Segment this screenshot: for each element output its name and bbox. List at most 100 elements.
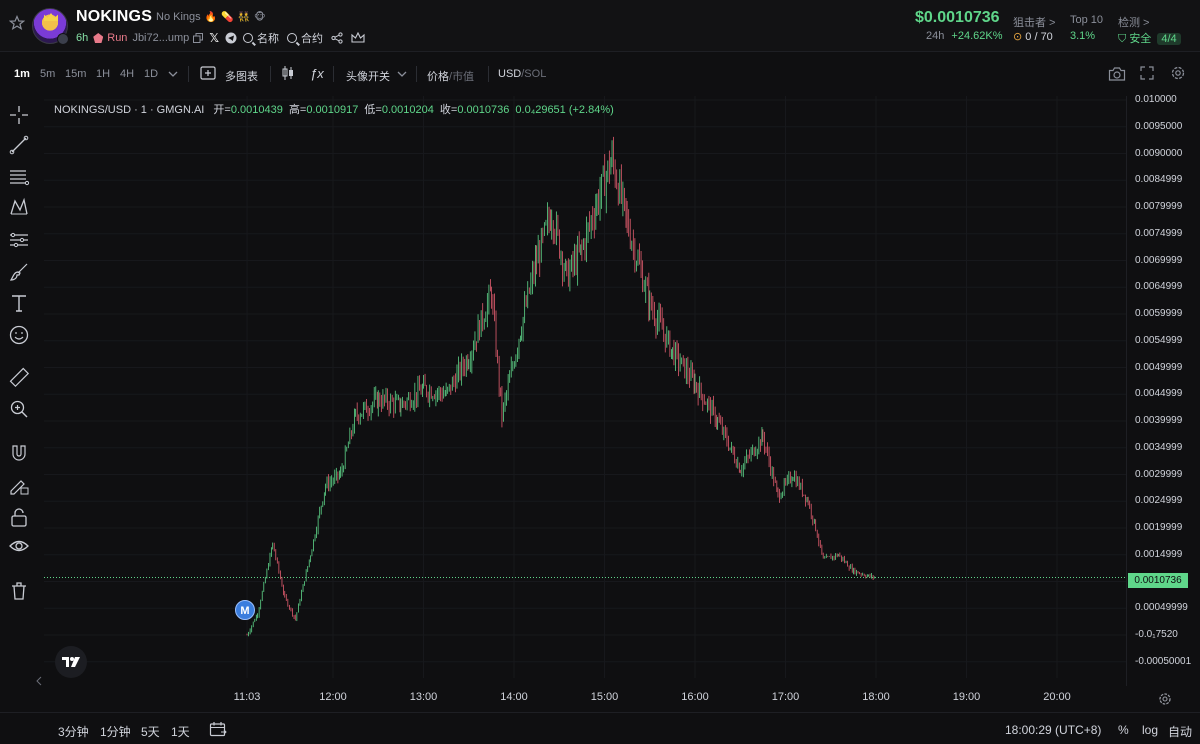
price-tick-label: 0.0039999: [1135, 415, 1183, 426]
price-tick-label: -0.0₁7520: [1135, 629, 1178, 640]
price-option[interactable]: 价格: [427, 71, 449, 83]
price-tick-label: 0.0024999: [1135, 495, 1183, 507]
share-icon[interactable]: [331, 32, 343, 44]
multi-chart-button[interactable]: 多图表: [225, 71, 258, 83]
calendar-icon[interactable]: [209, 721, 227, 737]
mcap-option[interactable]: 市值: [452, 71, 475, 83]
run-icon: [93, 33, 104, 43]
search-name-link[interactable]: 名称: [256, 33, 279, 45]
trash-icon[interactable]: [8, 580, 30, 602]
trendline-icon[interactable]: [8, 134, 30, 156]
price-chart[interactable]: [44, 96, 1126, 678]
fullscreen-icon[interactable]: [1140, 66, 1154, 80]
price-tick-label: 0.0029999: [1135, 468, 1183, 480]
lock-draw-icon[interactable]: [8, 474, 30, 496]
price-tick-label: 0.0090000: [1135, 147, 1183, 159]
avatar-toggle[interactable]: 头像开关: [346, 71, 390, 83]
brush-icon[interactable]: [8, 261, 30, 283]
toolbar-divider: [188, 66, 189, 82]
time-tick-label: 14:00: [500, 691, 528, 703]
emoji-icon[interactable]: [8, 324, 30, 346]
contract-address[interactable]: Jbi72...ump: [132, 32, 190, 44]
search-contract-icon[interactable]: [286, 33, 297, 43]
lock-icon[interactable]: [8, 506, 30, 528]
current-price-label: 0.0010736: [1128, 573, 1188, 588]
price-change-row: 24h +24.62K%: [926, 30, 1003, 42]
timeframe-1m[interactable]: 1m: [14, 68, 30, 80]
timeframe-5m[interactable]: 5m: [40, 68, 56, 80]
chart-toolbar: 1m 5m 15m 1H 4H 1D 多图表 ƒx 头像开关 价格/市值 USD…: [0, 53, 1200, 95]
sniper-stat: ⊙ 0 / 70: [1013, 30, 1053, 43]
token-name: NOKINGS: [76, 8, 153, 25]
crosshair-icon[interactable]: [8, 104, 30, 126]
settings-icon[interactable]: [1170, 65, 1186, 81]
time-tick-label: 15:00: [590, 691, 619, 703]
tradingview-logo[interactable]: [55, 646, 87, 678]
time-tick-label: 11:03: [233, 691, 261, 703]
auto-toggle[interactable]: 自动: [1168, 725, 1193, 739]
chevron-down-icon[interactable]: [168, 70, 178, 78]
candle-style-icon[interactable]: [281, 65, 295, 81]
range-3min[interactable]: 3分钟: [58, 725, 89, 739]
sniper-icon: ⊙: [1013, 31, 1023, 43]
crown-icon: [44, 13, 58, 21]
magnet-icon[interactable]: [8, 442, 30, 464]
favorite-star-icon[interactable]: [9, 15, 25, 31]
range-5d[interactable]: 5天: [141, 725, 160, 739]
change-period: 24h: [926, 30, 945, 42]
fib-icon[interactable]: [8, 166, 30, 188]
zoom-icon[interactable]: [8, 398, 30, 420]
measure-icon[interactable]: [8, 229, 30, 251]
text-icon[interactable]: [8, 292, 30, 314]
token-avatar: [32, 8, 69, 45]
clock-display[interactable]: 18:00:29 (UTC+8): [1005, 723, 1102, 737]
timeframe-4h[interactable]: 4H: [120, 68, 135, 80]
sniper-label[interactable]: 狙击者 >: [1013, 17, 1056, 29]
tradingview-icon: [62, 657, 80, 667]
dancers-icon: 👯: [237, 11, 250, 23]
price-tick-label: -0.00050001: [1135, 655, 1192, 667]
collapse-arrow-icon[interactable]: [36, 676, 42, 686]
currency-toggle[interactable]: USD/SOL: [498, 68, 546, 80]
range-1d[interactable]: 1天: [171, 725, 190, 739]
search-name-icon[interactable]: [242, 33, 253, 43]
symbol-label: NOKINGS/USD · 1 · GMGN.AI: [54, 104, 205, 116]
ohlc-legend: NOKINGS/USD · 1 · GMGN.AI 开=0.0010439 高=…: [54, 101, 614, 117]
axis-settings-icon[interactable]: [1158, 692, 1172, 706]
log-toggle[interactable]: log: [1142, 723, 1159, 737]
sol-option[interactable]: SOL: [524, 68, 547, 80]
price-tick-label: 0.0079999: [1135, 201, 1183, 212]
range-1min[interactable]: 1分钟: [100, 725, 131, 739]
token-price: $0.0010736: [915, 9, 1000, 26]
toolbar-divider: [333, 66, 334, 82]
price-tick-label: 0.0054999: [1135, 334, 1183, 346]
change-value: +24.62K%: [951, 30, 1003, 42]
price-mode-toggle[interactable]: 价格/市值: [427, 68, 474, 84]
indicators-button[interactable]: ƒx: [310, 66, 324, 81]
price-tick-label: 0.0069999: [1135, 254, 1183, 266]
price-tick-label: 0.0049999: [1135, 361, 1183, 373]
timeframe-15m[interactable]: 15m: [65, 68, 87, 80]
search-contract-link[interactable]: 合约: [300, 33, 323, 45]
crown-outline-icon[interactable]: [351, 32, 365, 44]
migration-marker[interactable]: M: [235, 600, 255, 620]
check-label[interactable]: 检测 >: [1118, 17, 1150, 29]
x-twitter-icon[interactable]: 𝕏: [209, 31, 219, 45]
copy-icon[interactable]: [193, 33, 204, 43]
percent-toggle[interactable]: %: [1118, 723, 1129, 737]
eye-icon[interactable]: [8, 535, 30, 557]
camera-icon[interactable]: [1108, 66, 1126, 82]
timeframe-1h[interactable]: 1H: [96, 68, 111, 80]
token-subtitle-row: No Kings 🔥 💊 👯 🐵: [156, 11, 266, 23]
time-axis[interactable]: 11:03 12:00 13:00 14:00 15:00 16:00 17:00 18:00…: [44, 686, 1126, 712]
run-label[interactable]: Run: [107, 32, 128, 44]
timeframe-1d[interactable]: 1D: [144, 68, 159, 80]
price-axis[interactable]: 0.010000 0.0095000 0.0090000 0.0084999 0.007…: [1126, 94, 1200, 686]
telegram-icon[interactable]: [225, 32, 237, 44]
usd-option[interactable]: USD: [498, 68, 522, 80]
close-label: 收=: [439, 104, 458, 116]
ruler-icon[interactable]: [8, 366, 30, 388]
chevron-down-icon[interactable]: [397, 70, 407, 78]
add-chart-icon[interactable]: [200, 66, 216, 80]
pattern-icon[interactable]: [8, 196, 30, 218]
